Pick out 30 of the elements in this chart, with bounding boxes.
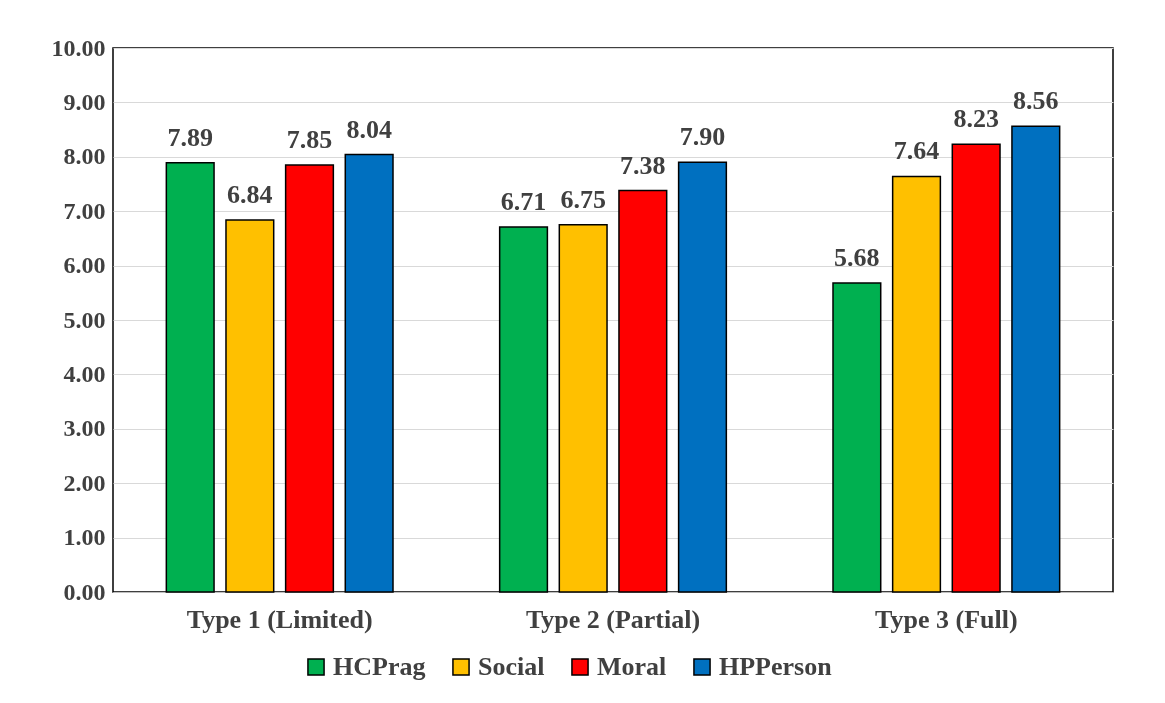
data-label: 6.71 bbox=[500, 186, 547, 216]
y-tick-label: 0.00 bbox=[63, 578, 106, 605]
y-tick-label: 5.00 bbox=[63, 306, 106, 333]
y-tick-label: 3.00 bbox=[63, 415, 106, 442]
x-tick-label: Type 2 (Partial) bbox=[525, 604, 701, 634]
y-tick-label: 2.00 bbox=[63, 469, 106, 496]
y-tick-label: 4.00 bbox=[63, 360, 106, 387]
data-label: 7.89 bbox=[167, 122, 213, 152]
y-tick-label: 6.00 bbox=[63, 252, 106, 279]
legend-label: Moral bbox=[597, 652, 667, 681]
y-tick-label: 1.00 bbox=[63, 524, 106, 551]
data-label: 7.90 bbox=[679, 122, 726, 152]
x-tick-label: Type 3 (Full) bbox=[875, 604, 1018, 634]
y-tick-label: 7.00 bbox=[63, 197, 106, 224]
data-label: 6.84 bbox=[227, 179, 273, 209]
legend-label: Social bbox=[478, 652, 545, 681]
y-tick-label: 8.00 bbox=[63, 143, 106, 170]
data-label: 8.56 bbox=[1013, 86, 1059, 116]
data-label: 8.23 bbox=[953, 104, 999, 134]
legend-label: HPPerson bbox=[719, 652, 833, 681]
data-label: 6.75 bbox=[560, 184, 606, 214]
legend-label: HCPrag bbox=[333, 652, 426, 681]
y-tick-label: 9.00 bbox=[63, 88, 106, 115]
data-label: 8.04 bbox=[346, 114, 392, 144]
data-label: 7.38 bbox=[620, 150, 666, 180]
y-tick-label: 10.00 bbox=[51, 34, 106, 61]
data-label: 7.64 bbox=[893, 136, 940, 166]
data-label: 5.68 bbox=[834, 243, 880, 273]
x-tick-label: Type 1 (Limited) bbox=[186, 604, 373, 634]
data-label: 7.85 bbox=[286, 124, 333, 154]
